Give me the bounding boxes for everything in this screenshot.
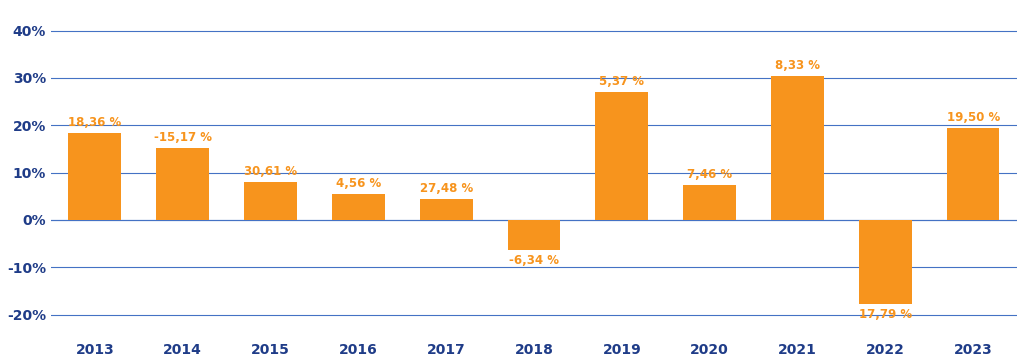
- Text: 30,61 %: 30,61 %: [244, 165, 297, 178]
- Bar: [420, 199, 472, 220]
- Text: 7,46 %: 7,46 %: [687, 168, 732, 181]
- Text: 19,50 %: 19,50 %: [946, 111, 999, 124]
- Text: 17,79 %: 17,79 %: [859, 308, 912, 321]
- Text: 8,33 %: 8,33 %: [775, 59, 820, 72]
- Bar: [947, 128, 999, 220]
- Bar: [69, 133, 121, 220]
- Bar: [683, 185, 736, 220]
- Bar: [596, 92, 648, 220]
- Text: 5,37 %: 5,37 %: [599, 75, 644, 88]
- Bar: [508, 220, 560, 250]
- Text: -15,17 %: -15,17 %: [154, 131, 212, 144]
- Bar: [771, 76, 824, 220]
- Text: -6,34 %: -6,34 %: [509, 254, 559, 267]
- Bar: [244, 182, 297, 220]
- Text: 4,56 %: 4,56 %: [336, 177, 381, 190]
- Text: 27,48 %: 27,48 %: [420, 182, 473, 195]
- Bar: [157, 148, 209, 220]
- Bar: [332, 194, 385, 220]
- Text: 18,36 %: 18,36 %: [69, 116, 122, 129]
- Bar: [859, 220, 911, 304]
